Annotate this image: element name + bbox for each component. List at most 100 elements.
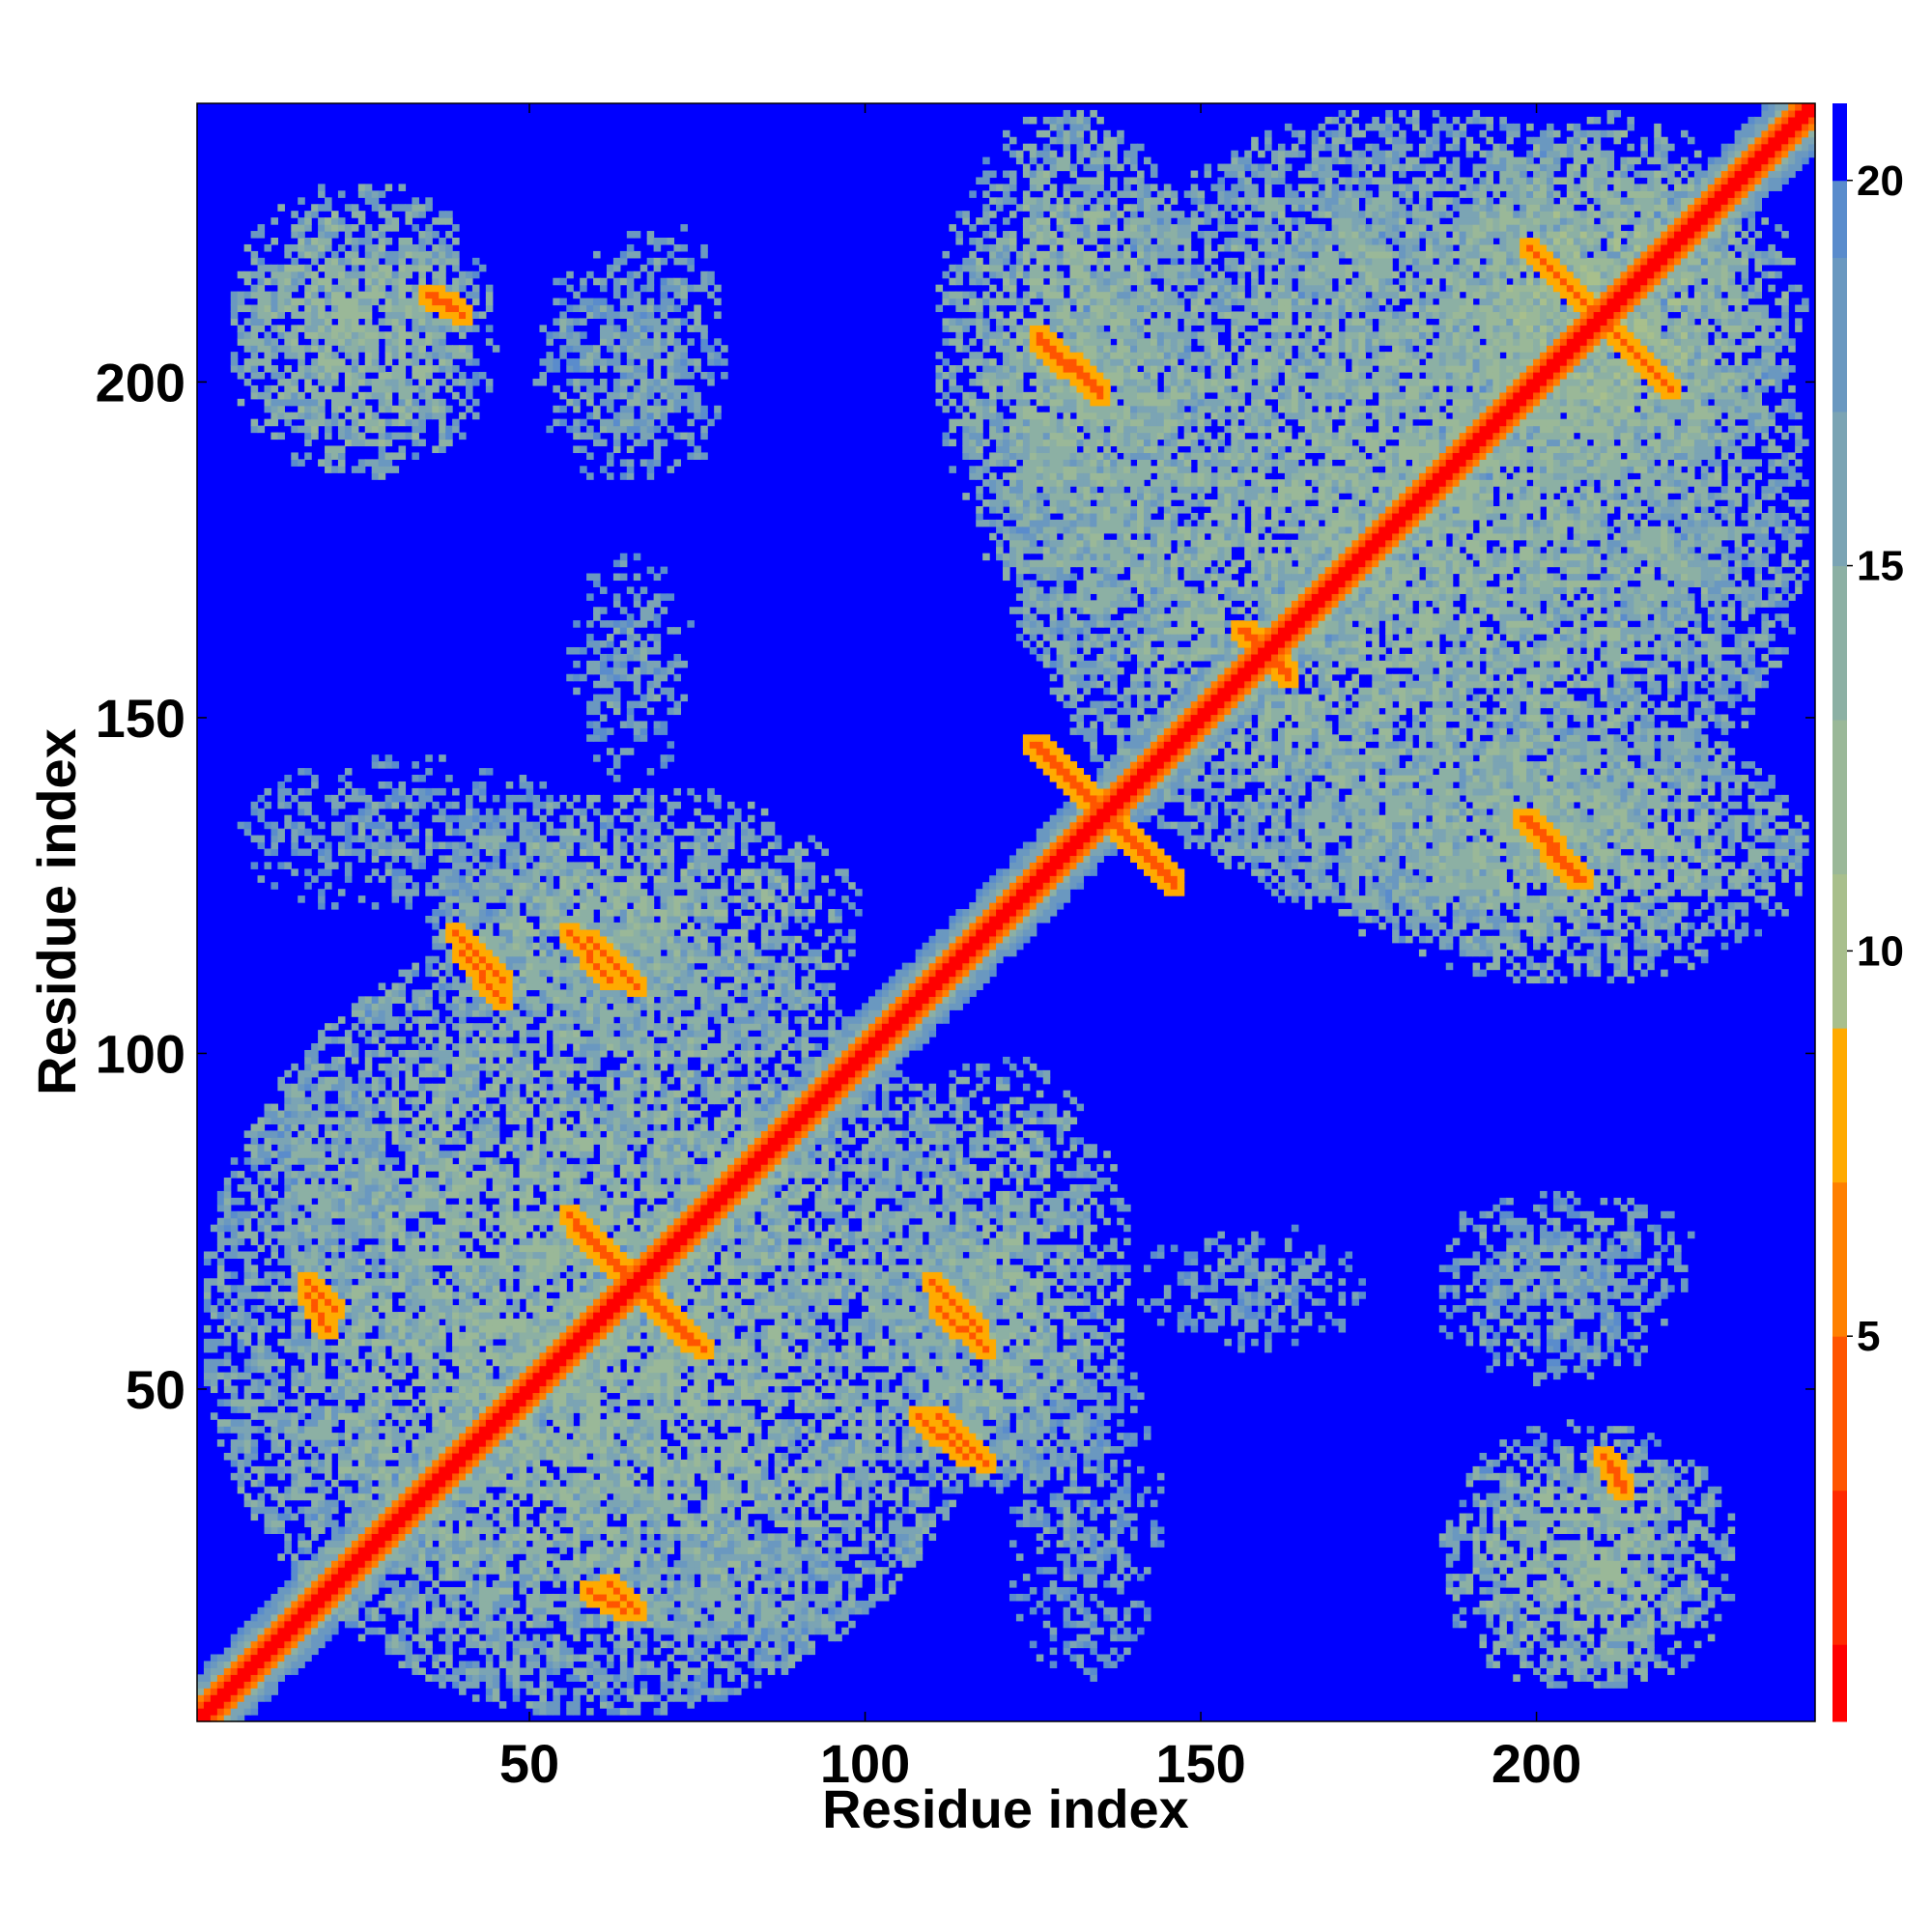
heatmap-cell (533, 1419, 541, 1427)
heatmap-cell (291, 1473, 298, 1481)
heatmap-cell (499, 1655, 507, 1662)
heatmap-cell (418, 1392, 426, 1400)
heatmap-cell (338, 1184, 346, 1192)
heatmap-cell (365, 1433, 373, 1440)
heatmap-cell (379, 1426, 386, 1434)
heatmap-cell (479, 1205, 487, 1212)
heatmap-cell (277, 1500, 285, 1508)
heatmap-cell (345, 1205, 353, 1212)
heatmap-cell (520, 1567, 527, 1575)
heatmap-cell (385, 345, 393, 353)
heatmap-cell (412, 822, 419, 830)
heatmap-cell (318, 1043, 326, 1051)
heatmap-cell (399, 1144, 407, 1151)
heatmap-cell (331, 795, 339, 803)
heatmap-cell (526, 1184, 534, 1192)
heatmap-cell (466, 1412, 473, 1420)
heatmap-cell (385, 1547, 393, 1554)
heatmap-cell (277, 1661, 285, 1668)
heatmap-cell (231, 1446, 239, 1454)
heatmap-cell (365, 1264, 373, 1272)
heatmap-cell (365, 1057, 373, 1065)
heatmap-cell (418, 265, 426, 272)
heatmap-cell (270, 1232, 278, 1239)
heatmap-cell (298, 399, 305, 407)
heatmap-cell (298, 1493, 305, 1501)
heatmap-cell (277, 1667, 285, 1675)
heatmap-cell (238, 1298, 245, 1306)
heatmap-cell (445, 217, 453, 225)
heatmap-cell (459, 1319, 467, 1326)
heatmap-cell (452, 1594, 460, 1602)
heatmap-cell (520, 1104, 527, 1112)
heatmap-cell (298, 1218, 305, 1226)
heatmap-cell (385, 1507, 393, 1515)
heatmap-cell (358, 372, 366, 380)
heatmap-cell (405, 1426, 412, 1434)
heatmap-cell (372, 1104, 380, 1112)
heatmap-cell (338, 1264, 346, 1272)
heatmap-cell (520, 1473, 527, 1481)
heatmap-cell (338, 1487, 346, 1494)
heatmap-cell (358, 1144, 366, 1151)
heatmap-cell (466, 1574, 473, 1581)
heatmap-cell (311, 1412, 319, 1420)
heatmap-cell (412, 1050, 419, 1058)
heatmap-cell (251, 1130, 259, 1138)
heatmap-cell (412, 1473, 419, 1481)
heatmap-cell (365, 406, 373, 413)
heatmap-cell (291, 1621, 298, 1629)
heatmap-cell (425, 1406, 433, 1413)
heatmap-cell (244, 1446, 252, 1454)
heatmap-cell (298, 1587, 305, 1595)
heatmap-cell (325, 1346, 332, 1353)
heatmap-cell (405, 1520, 412, 1527)
heatmap-cell (277, 1325, 285, 1333)
heatmap-cell (506, 1319, 514, 1326)
heatmap-cell (439, 1171, 446, 1179)
heatmap-cell (345, 1245, 353, 1253)
heatmap-cell (304, 1628, 312, 1635)
heatmap-cell (298, 1460, 305, 1467)
heatmap-cell (486, 1594, 494, 1602)
heatmap-cell (277, 1339, 285, 1347)
heatmap-cell (224, 1399, 232, 1406)
heatmap-cell (365, 1406, 373, 1413)
heatmap-cell (244, 1385, 252, 1393)
heatmap-cell (399, 1601, 407, 1608)
heatmap-cell (452, 950, 460, 957)
heatmap-cell (311, 1130, 319, 1138)
heatmap-cell (298, 1137, 305, 1145)
heatmap-cell (493, 1406, 500, 1413)
heatmap-cell (304, 1379, 312, 1387)
heatmap-cell (277, 1412, 285, 1420)
heatmap-cell (452, 1601, 460, 1608)
heatmap-cell (392, 1097, 400, 1105)
heatmap-cell (418, 1050, 426, 1058)
heatmap-cell (352, 440, 359, 447)
heatmap-cell (358, 238, 366, 245)
heatmap-cell (304, 1184, 312, 1192)
heatmap-cell (372, 1178, 380, 1185)
heatmap-cell (379, 996, 386, 1004)
heatmap-cell (318, 399, 326, 407)
heatmap-cell (479, 1312, 487, 1320)
heatmap-cell (304, 1446, 312, 1454)
heatmap-cell (452, 1614, 460, 1622)
heatmap-cell (352, 238, 359, 245)
heatmap-cell (486, 1312, 494, 1320)
heatmap-cell (244, 331, 252, 339)
heatmap-cell (513, 1473, 521, 1481)
heatmap-cell (338, 244, 346, 252)
heatmap-cell (325, 433, 332, 440)
heatmap-cell (425, 1198, 433, 1206)
heatmap-cell (298, 392, 305, 400)
heatmap-cell (412, 889, 419, 896)
heatmap-cell (265, 1258, 272, 1265)
heatmap-cell (338, 466, 346, 473)
heatmap-cell (412, 1580, 419, 1588)
heatmap-cell (238, 822, 245, 830)
heatmap-cell (251, 1634, 259, 1642)
heatmap-cell (284, 1164, 292, 1172)
heatmap-cell (439, 1500, 446, 1508)
